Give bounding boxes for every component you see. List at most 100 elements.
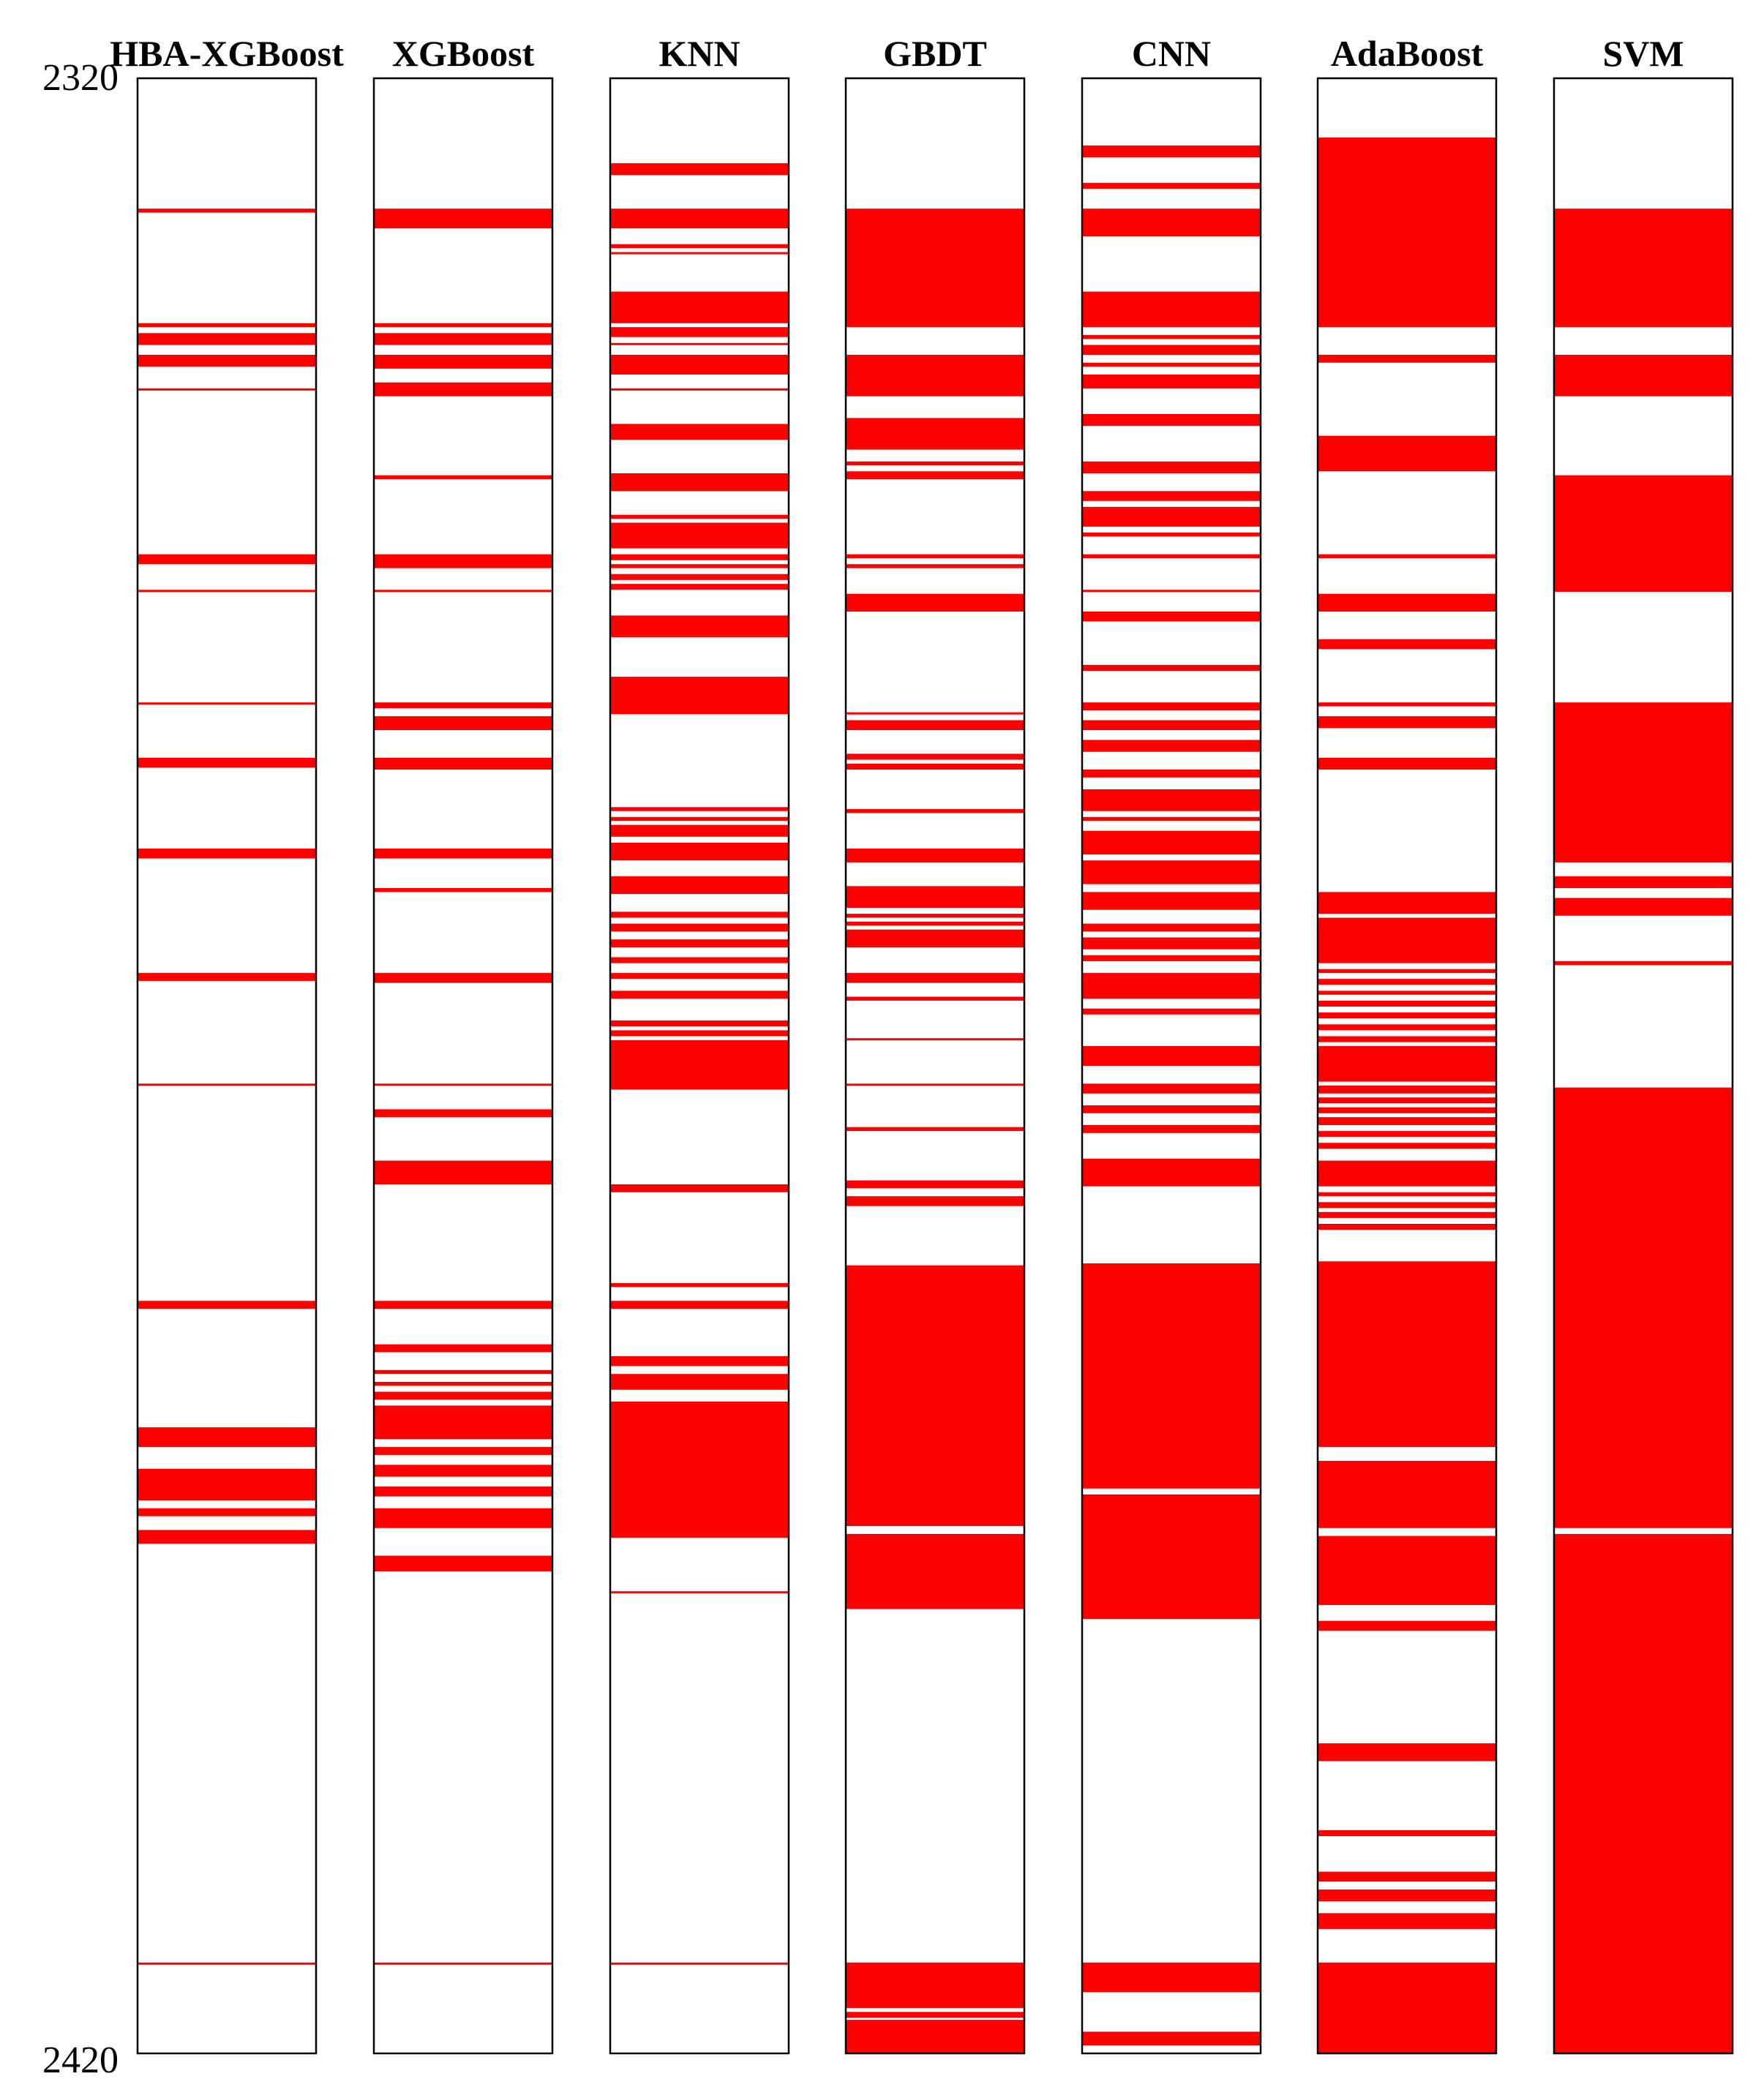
red-band bbox=[138, 1508, 316, 1516]
red-band bbox=[610, 824, 789, 837]
red-band bbox=[1082, 208, 1261, 236]
red-band bbox=[138, 208, 316, 213]
red-band bbox=[138, 757, 316, 768]
red-band bbox=[610, 564, 789, 568]
red-band bbox=[1082, 590, 1261, 593]
red-band bbox=[1082, 789, 1261, 811]
column-gbdt: GBDT bbox=[844, 33, 1026, 2055]
red-band bbox=[374, 1391, 552, 1400]
red-band bbox=[1082, 1046, 1261, 1066]
column-frame bbox=[844, 77, 1026, 2055]
red-band bbox=[138, 554, 316, 565]
red-band bbox=[374, 757, 552, 770]
red-band bbox=[610, 584, 789, 590]
column-cnn: CNN bbox=[1081, 33, 1262, 2055]
red-band bbox=[138, 973, 316, 981]
red-band bbox=[374, 716, 552, 730]
red-band bbox=[1082, 506, 1261, 527]
red-band bbox=[1082, 291, 1261, 328]
red-band bbox=[1318, 892, 1496, 914]
red-band bbox=[1082, 362, 1261, 367]
red-band bbox=[610, 923, 789, 932]
red-band bbox=[138, 355, 316, 367]
red-band bbox=[1318, 917, 1496, 963]
red-band bbox=[610, 424, 789, 440]
red-band bbox=[610, 163, 789, 176]
red-band bbox=[374, 554, 552, 568]
red-band bbox=[1318, 716, 1496, 729]
red-band bbox=[1318, 1097, 1496, 1104]
red-band bbox=[846, 2012, 1024, 2018]
red-band bbox=[610, 522, 789, 549]
red-band bbox=[1554, 1087, 1733, 1528]
red-band bbox=[1318, 1461, 1496, 1528]
red-band bbox=[846, 849, 1024, 862]
red-band bbox=[374, 1160, 552, 1184]
red-band bbox=[1318, 1046, 1496, 1082]
red-band bbox=[1318, 1131, 1496, 1138]
red-band bbox=[374, 323, 552, 328]
red-band bbox=[374, 888, 552, 892]
model-columns: HBA-XGBoost XGBoost KNN GBDT CNN AdaBoost SVM bbox=[110, 33, 1734, 2055]
red-band bbox=[1318, 1913, 1496, 1929]
red-band bbox=[374, 208, 552, 229]
red-band bbox=[1318, 1962, 1496, 2053]
red-band bbox=[846, 886, 1024, 908]
red-band bbox=[1318, 138, 1496, 328]
red-band bbox=[610, 911, 789, 918]
red-band bbox=[1082, 414, 1261, 426]
red-band bbox=[1318, 1830, 1496, 1836]
red-band bbox=[1554, 876, 1733, 888]
red-band bbox=[1318, 979, 1496, 985]
red-band bbox=[610, 1591, 789, 1594]
red-band bbox=[1318, 1261, 1496, 1448]
red-band bbox=[846, 1196, 1024, 1206]
red-band bbox=[1082, 816, 1261, 822]
red-band bbox=[610, 1030, 789, 1037]
red-band bbox=[1318, 1036, 1496, 1042]
red-band bbox=[374, 1465, 552, 1477]
red-band bbox=[1554, 355, 1733, 396]
red-band bbox=[610, 677, 789, 715]
red-band bbox=[846, 471, 1024, 480]
red-band bbox=[846, 712, 1024, 715]
red-band bbox=[374, 1962, 552, 1965]
red-band bbox=[1318, 1211, 1496, 1218]
red-band bbox=[1082, 770, 1261, 778]
column-frame bbox=[1081, 77, 1262, 2055]
red-band bbox=[1554, 475, 1733, 592]
red-band bbox=[138, 1468, 316, 1500]
red-band bbox=[610, 1356, 789, 1366]
column-background bbox=[846, 78, 1024, 2053]
red-band bbox=[374, 1301, 552, 1309]
red-band bbox=[374, 849, 552, 859]
column-xgboost: XGBoost bbox=[372, 33, 554, 2055]
red-band bbox=[610, 615, 789, 638]
red-band bbox=[138, 1083, 316, 1086]
red-band bbox=[846, 1180, 1024, 1189]
column-hba-xgboost: HBA-XGBoost bbox=[110, 33, 344, 2055]
red-band bbox=[846, 554, 1024, 559]
red-band bbox=[610, 1283, 789, 1287]
red-band bbox=[846, 929, 1024, 947]
column-background bbox=[138, 78, 316, 2053]
red-band bbox=[374, 1083, 552, 1086]
red-band bbox=[1318, 1107, 1496, 1113]
red-band bbox=[1318, 1743, 1496, 1762]
red-band bbox=[1318, 1889, 1496, 1902]
red-band bbox=[610, 1040, 789, 1090]
red-band bbox=[1082, 860, 1261, 884]
red-band bbox=[1082, 923, 1261, 932]
red-band bbox=[1318, 969, 1496, 974]
column-knn: KNN bbox=[609, 33, 790, 2055]
red-band bbox=[1318, 1192, 1496, 1197]
red-band bbox=[374, 1486, 552, 1497]
red-band bbox=[610, 973, 789, 980]
red-band bbox=[374, 1447, 552, 1455]
red-band bbox=[610, 957, 789, 963]
red-band bbox=[138, 333, 316, 345]
red-band bbox=[1554, 208, 1733, 328]
red-band bbox=[1318, 1202, 1496, 1208]
red-band bbox=[846, 809, 1024, 813]
